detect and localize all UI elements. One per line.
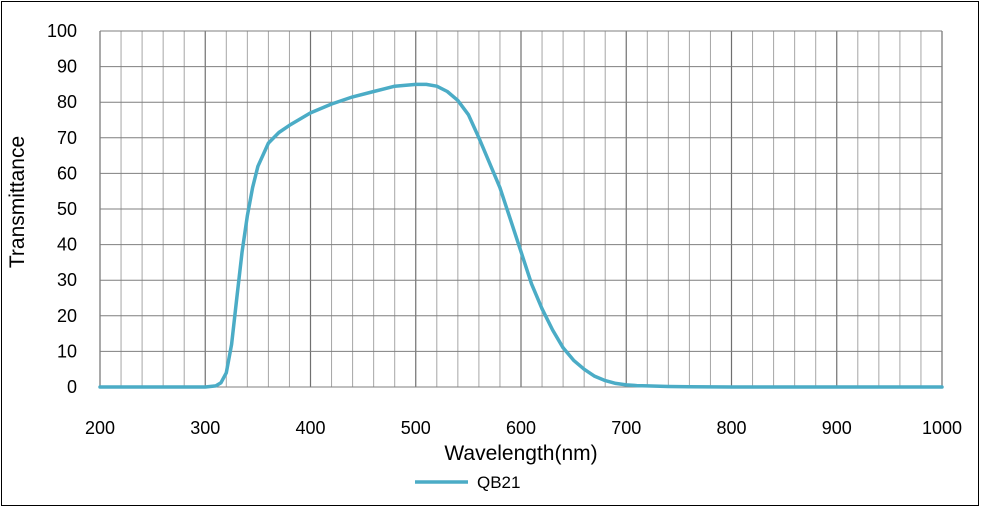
x-tick-label: 1000	[922, 418, 962, 438]
y-axis-label: Transmittance	[6, 136, 29, 268]
x-tick-label: 200	[85, 418, 115, 438]
grid-lines	[99, 30, 943, 388]
y-tick-label: 50	[57, 199, 77, 219]
x-tick-label: 500	[401, 418, 431, 438]
y-tick-labels: 0 10 20 30 40 50 60 70 80 90 100	[47, 21, 77, 397]
series-line-qb21	[98, 82, 944, 389]
x-tick-label: 700	[611, 418, 641, 438]
x-tick-label: 600	[506, 418, 536, 438]
y-tick-label: 40	[57, 235, 77, 255]
legend-label: QB21	[477, 473, 520, 492]
x-tick-label: 400	[295, 418, 325, 438]
y-tick-label: 80	[57, 92, 77, 112]
x-tick-label: 300	[190, 418, 220, 438]
y-tick-label: 30	[57, 270, 77, 290]
y-tick-label: 10	[57, 341, 77, 361]
y-tick-label: 60	[57, 163, 77, 183]
x-tick-labels: 200 300 400 500 600 700 800 900 1000	[85, 418, 962, 438]
y-tick-label: 0	[67, 377, 77, 397]
y-tick-label: 70	[57, 128, 77, 148]
x-tick-label: 800	[716, 418, 746, 438]
y-tick-label: 90	[57, 57, 77, 77]
x-tick-label: 900	[822, 418, 852, 438]
x-axis-label: Wavelength(nm)	[444, 442, 597, 465]
y-tick-label: 20	[57, 306, 77, 326]
y-tick-label: 100	[47, 21, 77, 41]
